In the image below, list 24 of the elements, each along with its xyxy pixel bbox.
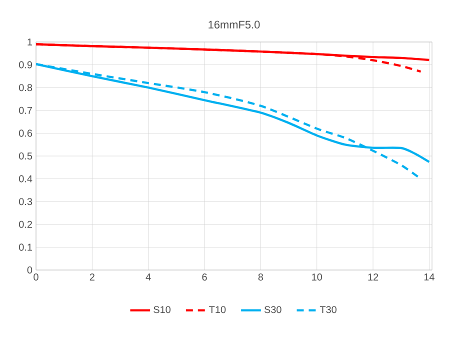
chart-title: 16mmF5.0 [208,20,260,29]
y-tick-label: 0.7 [19,106,32,114]
x-tick-label: 8 [258,274,264,281]
x-tick-label: 14 [424,274,434,280]
x-tick-label: 12 [368,274,378,280]
x-tick-label: 4 [146,274,151,280]
y-tick-label: 0.3 [19,198,32,206]
y-tick-label: 0 [27,266,32,274]
legend-label: S10 [154,306,171,314]
x-tick-label: 2 [90,274,94,280]
x-tick-label: 6 [202,274,207,281]
y-tick-label: 0.4 [19,175,32,182]
y-tick-label: 1 [28,38,32,46]
y-tick-label: 0.6 [19,130,32,137]
x-tick-label: 10 [312,274,322,281]
y-tick-label: 0.5 [19,152,32,160]
x-tick-label: 0 [34,274,38,281]
y-tick-label: 0.1 [19,244,32,251]
legend-label: S30 [264,306,282,314]
y-tick-label: 0.2 [19,220,32,228]
legend-label: T30 [320,306,336,314]
y-tick-label: 0.8 [19,84,32,92]
legend-label: T10 [209,306,226,314]
y-tick-label: 0.9 [19,61,32,68]
